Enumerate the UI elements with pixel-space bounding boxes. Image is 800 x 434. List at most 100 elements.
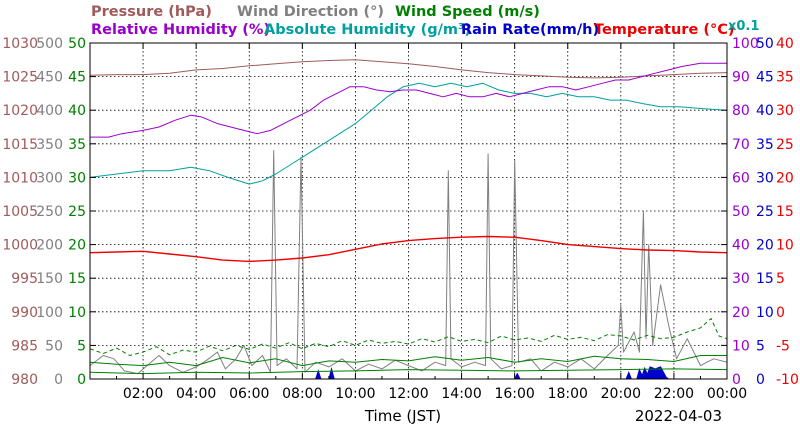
series-wind-speed-m-s: [89, 355, 727, 367]
tick-pressure: 995: [11, 271, 38, 287]
tick-humidity: 0: [732, 372, 741, 388]
tick-pressure: 1015: [2, 137, 38, 153]
left-axes: 1030102510201015101010051000995990985980…: [2, 36, 727, 388]
tick-humidity: 10: [732, 338, 750, 354]
tick-wind_speed: 35: [68, 137, 86, 153]
tick-humidity: 20: [732, 305, 750, 321]
tick-wind_direction: 150: [36, 271, 63, 287]
tick-temperature: -5: [776, 338, 790, 354]
tick-temperature: -10: [776, 372, 799, 388]
x-tick-label: 00:00: [707, 386, 747, 402]
tick-wind_direction: 400: [36, 103, 63, 119]
x-tick-label: 22:00: [654, 386, 694, 402]
tick-rain_rate: 5: [756, 338, 765, 354]
legend-rain-rate: Rain Rate(mm/h): [461, 22, 599, 38]
legend-wind-speed: Wind Speed (m/s): [395, 4, 540, 20]
tick-wind_direction: 350: [36, 137, 63, 153]
tick-rain_rate: 0: [756, 372, 765, 388]
legend-pressure: Pressure (hPa): [91, 4, 212, 20]
tick-humidity: 30: [732, 271, 750, 287]
tick-pressure: 1005: [2, 204, 38, 220]
tick-temperature: 25: [776, 137, 794, 153]
tick-wind_speed: 0: [77, 372, 86, 388]
tick-temperature: 15: [776, 204, 794, 220]
legend-temperature: Temperature (°C): [594, 22, 735, 38]
tick-wind_direction: 200: [36, 238, 63, 254]
legend-wind-direction: Wind Direction (°): [237, 4, 384, 20]
x-tick-label: 10:00: [335, 386, 375, 402]
legend-relative-humidity: Relative Humidity (%): [91, 22, 270, 38]
rain-scale-note: x0.1: [728, 19, 759, 34]
tick-wind_direction: 450: [36, 70, 63, 86]
tick-pressure: 1010: [2, 170, 38, 186]
x-tick-label: 06:00: [229, 386, 269, 402]
tick-wind_speed: 30: [68, 170, 86, 186]
tick-rain_rate: 40: [756, 103, 774, 119]
tick-temperature: 5: [776, 271, 785, 287]
tick-wind_speed: 40: [68, 103, 86, 119]
tick-pressure: 1030: [2, 36, 38, 52]
tick-rain_rate: 10: [756, 305, 774, 321]
series-pressure-hpa: [89, 59, 728, 79]
x-tick-label: 04:00: [176, 386, 216, 402]
tick-rain_rate: 50: [756, 36, 774, 52]
tick-wind_speed: 5: [77, 338, 86, 354]
chart-date: 2022-04-03: [635, 407, 722, 425]
chart-title-legend: Pressure (hPa) Wind Direction (°) Wind S…: [91, 4, 759, 38]
tick-pressure: 990: [11, 305, 38, 321]
tick-temperature: 0: [776, 305, 785, 321]
tick-rain_rate: 15: [756, 271, 774, 287]
tick-temperature: 20: [776, 170, 794, 186]
tick-rain_rate: 25: [756, 204, 774, 220]
tick-wind_speed: 45: [68, 70, 86, 86]
tick-wind_direction: 300: [36, 170, 63, 186]
series-relative-humidity: [90, 62, 727, 138]
x-axis-label: Time (JST): [364, 407, 441, 425]
tick-wind_direction: 0: [54, 372, 63, 388]
tick-wind_direction: 100: [36, 305, 63, 321]
tick-wind_direction: 500: [36, 36, 63, 52]
x-tick-label: 02:00: [123, 386, 163, 402]
tick-rain_rate: 20: [756, 238, 774, 254]
tick-pressure: 1025: [2, 70, 38, 86]
series-absolute-humidity-g-m: [89, 82, 728, 185]
tick-wind_speed: 25: [68, 204, 86, 220]
tick-pressure: 980: [11, 372, 38, 388]
tick-temperature: 35: [776, 70, 794, 86]
tick-wind_speed: 10: [68, 305, 86, 321]
tick-temperature: 40: [776, 36, 794, 52]
series-temperature-c: [89, 235, 728, 263]
tick-wind_direction: 50: [45, 338, 63, 354]
x-tick-label: 12:00: [388, 386, 428, 402]
tick-humidity: 60: [732, 170, 750, 186]
tick-humidity: 100: [732, 36, 759, 52]
right-axes: 1009080706050403020100504540353025201510…: [732, 36, 799, 388]
tick-pressure: 1000: [2, 238, 38, 254]
x-tick-label: 08:00: [282, 386, 322, 402]
tick-wind_direction: 250: [36, 204, 63, 220]
tick-rain_rate: 30: [756, 170, 774, 186]
x-tick-label: 20:00: [601, 386, 641, 402]
tick-pressure: 985: [11, 338, 38, 354]
tick-humidity: 50: [732, 204, 750, 220]
tick-humidity: 70: [732, 137, 750, 153]
x-tick-label: 18:00: [548, 386, 588, 402]
tick-wind_speed: 20: [68, 238, 86, 254]
series-group: [89, 59, 728, 380]
tick-rain_rate: 45: [756, 70, 774, 86]
tick-temperature: 30: [776, 103, 794, 119]
x-axis: 02:00 04:00 06:00 08:00 10:00 12:00 14:00 16:00…: [116, 43, 747, 402]
tick-humidity: 90: [732, 70, 750, 86]
series-wind-speed-max: [89, 318, 728, 356]
tick-temperature: 10: [776, 238, 794, 254]
x-tick-label: 16:00: [494, 386, 534, 402]
tick-pressure: 1020: [2, 103, 38, 119]
legend-absolute-humidity: Absolute Humidity (g/m³): [264, 22, 471, 38]
tick-humidity: 80: [732, 103, 750, 119]
tick-wind_speed: 50: [68, 36, 86, 52]
tick-rain_rate: 35: [756, 137, 774, 153]
series-wind-speed-min: [89, 368, 728, 375]
tick-wind_speed: 15: [68, 271, 86, 287]
